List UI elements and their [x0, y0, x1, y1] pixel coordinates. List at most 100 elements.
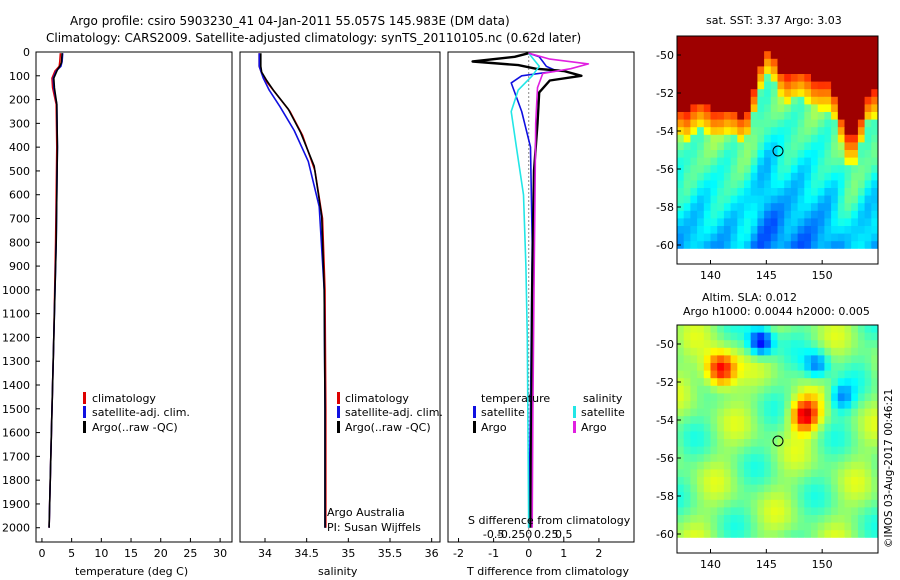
heatmap-cell — [697, 515, 705, 523]
heatmap-cell — [757, 461, 765, 470]
heatmap-cell — [750, 226, 758, 234]
heatmap-cell — [744, 439, 752, 447]
heatmap-cell — [844, 36, 852, 44]
heatmap-cell — [790, 461, 798, 470]
heatmap-cell — [811, 241, 819, 250]
heatmap-cell — [831, 385, 839, 394]
heatmap-cell — [831, 119, 839, 128]
heatmap-cell — [683, 142, 691, 151]
heatmap-cell — [777, 347, 785, 356]
heatmap-cell — [677, 112, 685, 120]
heatmap-cell — [744, 210, 752, 219]
heatmap-cell — [737, 431, 745, 440]
heatmap-cell — [817, 416, 825, 425]
heatmap-cell — [857, 89, 865, 98]
heatmap-cell — [864, 256, 872, 265]
heatmap-cell — [723, 195, 731, 204]
heatmap-cell — [857, 188, 865, 196]
depth-tick-label: 500 — [9, 165, 30, 178]
heatmap-cell — [857, 172, 865, 181]
heatmap-cell — [677, 370, 685, 379]
heatmap-cell — [730, 332, 738, 341]
heatmap-cell — [851, 484, 859, 493]
heatmap-cell — [717, 188, 725, 196]
heatmap-cell — [737, 325, 745, 333]
heatmap-cell — [837, 454, 845, 463]
heatmap-cell — [871, 408, 879, 417]
heatmap-cell — [703, 378, 711, 387]
heatmap-cell — [697, 241, 705, 250]
heatmap-cell — [737, 492, 745, 501]
heatmap-cell — [837, 36, 845, 44]
heatmap-cell — [797, 431, 805, 440]
heatmap-cell — [784, 461, 792, 470]
heatmap-cell — [864, 530, 872, 539]
heatmap-cell — [717, 499, 725, 508]
heatmap-cell — [837, 142, 845, 151]
heatmap-cell — [851, 218, 859, 227]
heatmap-cell — [790, 385, 798, 394]
heatmap-cell — [770, 537, 778, 546]
heatmap-cell — [744, 408, 752, 417]
heatmap-cell — [717, 203, 725, 212]
heatmap-cell — [790, 172, 798, 181]
heatmap-cell — [864, 347, 872, 356]
heatmap-cell — [784, 332, 792, 341]
heatmap-cell — [723, 439, 731, 447]
heatmap-cell — [723, 256, 731, 265]
heatmap-cell — [831, 142, 839, 151]
heatmap-cell — [784, 203, 792, 212]
heatmap-cell — [757, 393, 765, 402]
heatmap-cell — [804, 363, 812, 371]
heatmap-cell — [730, 401, 738, 409]
heatmap-cell — [764, 522, 772, 531]
heatmap-cell — [837, 340, 845, 349]
heatmap-cell — [817, 340, 825, 349]
heatmap-cell — [811, 210, 819, 219]
heatmap-cell — [750, 469, 758, 478]
heatmap-cell — [750, 81, 758, 90]
heatmap-cell — [831, 81, 839, 90]
heatmap-cell — [864, 134, 872, 143]
heatmap-cell — [851, 195, 859, 204]
heatmap-cell — [857, 355, 865, 364]
heatmap-cell — [851, 96, 859, 105]
heatmap-cell — [764, 43, 772, 52]
heatmap-cell — [744, 248, 752, 257]
heatmap-cell — [744, 431, 752, 440]
heatmap-cell — [844, 248, 852, 257]
heatmap-cell — [737, 58, 745, 67]
heatmap-cell — [817, 325, 825, 333]
heatmap-cell — [677, 355, 685, 364]
heatmap-cell — [784, 492, 792, 501]
heatmap-cell — [764, 127, 772, 136]
heatmap-cell — [730, 36, 738, 44]
legend-swatch-climatology — [83, 392, 86, 404]
heatmap-cell — [871, 416, 879, 425]
x-tick-label: 15 — [124, 547, 138, 560]
heatmap-cell — [764, 515, 772, 523]
heatmap-cell — [804, 477, 812, 485]
heatmap-cell — [703, 492, 711, 501]
heatmap-cell — [857, 363, 865, 371]
heatmap-cell — [757, 492, 765, 501]
heatmap-cell — [697, 484, 705, 493]
heatmap-cell — [757, 340, 765, 349]
heatmap-cell — [777, 112, 785, 120]
heatmap-cell — [804, 218, 812, 227]
heatmap-cell — [744, 477, 752, 485]
heatmap-cell — [770, 210, 778, 219]
heatmap-cell — [744, 461, 752, 470]
heatmap-cell — [717, 127, 725, 136]
heatmap-cell — [690, 96, 698, 105]
heatmap-cell — [811, 203, 819, 212]
heatmap-cell — [857, 256, 865, 265]
heatmap-cell — [717, 51, 725, 60]
heatmap-cell — [697, 150, 705, 158]
heatmap-cell — [683, 127, 691, 136]
heatmap-cell — [710, 484, 718, 493]
heatmap-cell — [770, 325, 778, 333]
heatmap-cell — [817, 484, 825, 493]
heatmap-cell — [764, 233, 772, 242]
heatmap-cell — [864, 439, 872, 447]
